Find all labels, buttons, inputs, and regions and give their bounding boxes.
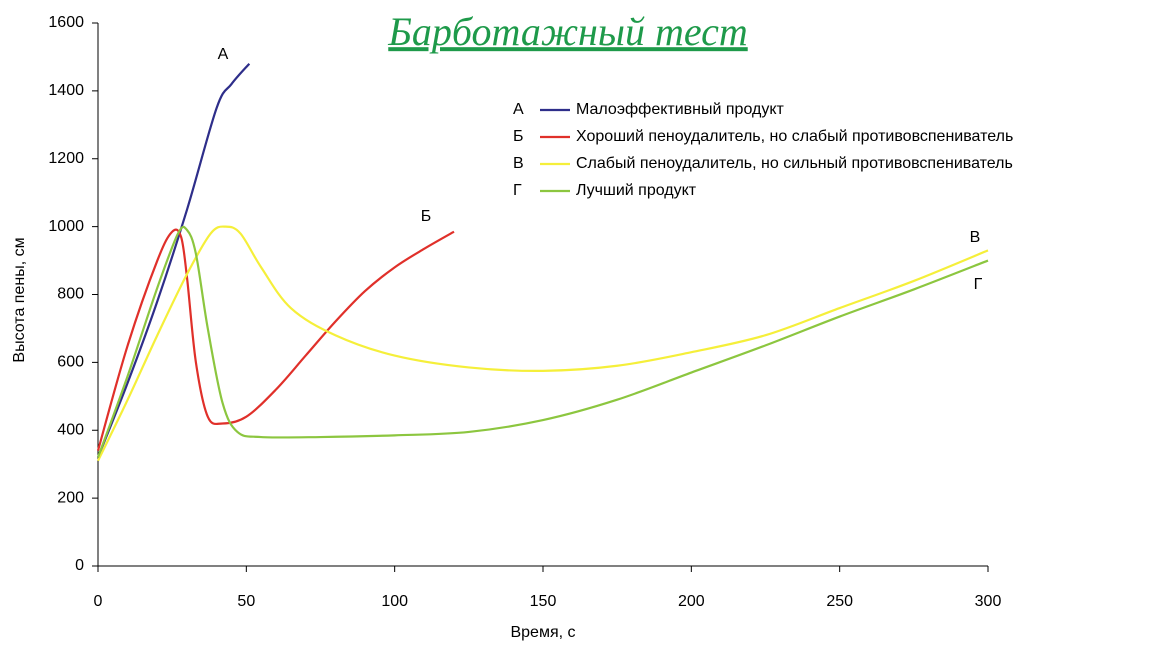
series-line (96, 225, 989, 458)
x-tick-label: 100 (381, 593, 408, 610)
line-end-label: Б (421, 208, 432, 225)
x-tick-label: 50 (237, 593, 255, 610)
line-end-label: В (970, 229, 981, 246)
y-tick-label: 200 (57, 489, 84, 506)
y-axis-label: Высота пены, см (11, 237, 28, 362)
legend-letter: Г (513, 182, 522, 199)
series-line (96, 228, 455, 451)
y-tick-label: 400 (57, 421, 84, 438)
y-tick-label: 1200 (48, 150, 84, 167)
legend-letter: А (513, 101, 524, 118)
y-tick-label: 1000 (48, 218, 84, 235)
legend-label: Малоэффективный продукт (576, 101, 785, 118)
legend-label: Слабый пеноудалитель, но сильный противо… (576, 155, 1013, 172)
x-tick-label: 150 (530, 593, 557, 610)
line-end-label: А (218, 46, 229, 63)
series-line (97, 225, 989, 462)
line-end-label: Г (974, 276, 983, 293)
chart-title: Барботажный тест (387, 9, 747, 54)
legend-label: Хороший пеноудалитель, но слабый противо… (576, 128, 1013, 145)
x-axis-label: Время, с (510, 624, 575, 641)
x-tick-label: 250 (826, 593, 853, 610)
legend-label: Лучший продукт (576, 182, 697, 199)
y-tick-label: 1400 (48, 82, 84, 99)
x-tick-label: 300 (975, 593, 1002, 610)
x-tick-label: 0 (94, 593, 103, 610)
legend-letter: В (513, 155, 524, 172)
y-tick-label: 0 (75, 557, 84, 574)
x-tick-label: 200 (678, 593, 705, 610)
series-line (96, 62, 251, 458)
legend-letter: Б (513, 128, 524, 145)
y-tick-label: 600 (57, 354, 84, 371)
y-tick-label: 1600 (48, 14, 84, 31)
y-tick-label: 800 (57, 286, 84, 303)
